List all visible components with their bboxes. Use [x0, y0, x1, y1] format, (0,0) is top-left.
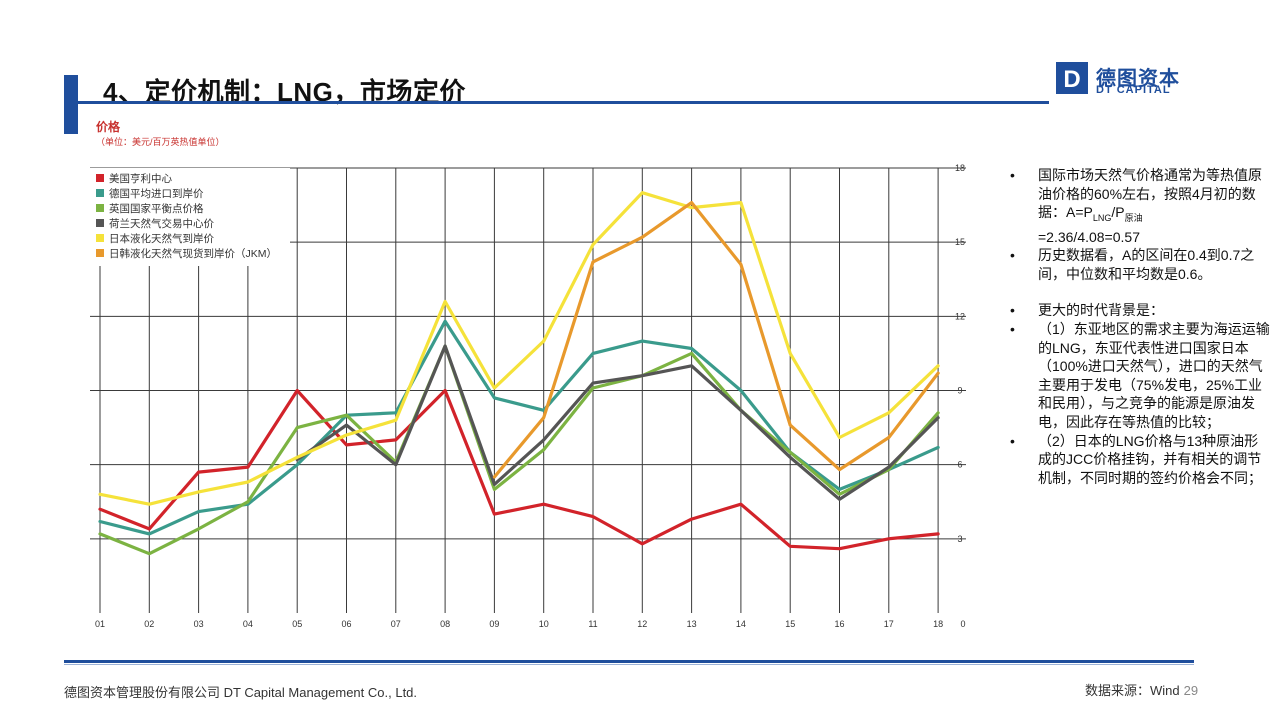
legend-background [90, 168, 290, 266]
bullet-dot: • [1010, 320, 1015, 337]
x-tick-label: 01 [95, 619, 105, 629]
bullet-text: （2）日本的LNG价格与13种原油形成的JCC价格挂钩，并有相关的调节机制，不同… [1038, 432, 1262, 486]
logo-english-name: DT CAPITAL [1096, 84, 1171, 96]
footer-rule [64, 660, 1194, 663]
x-tick-label: 02 [144, 619, 154, 629]
footer-source: 数据来源：Wind 29 [1085, 680, 1198, 699]
x-tick-label: 16 [834, 619, 844, 629]
legend-label: 英国国家平衡点价格 [109, 202, 204, 215]
y-tick-label: 6 [957, 460, 962, 470]
lng-price-line-chart: 3 6 9 12 15 18 01 02 03 04 05 06 07 08 09 10 11 12 13 14 15 1… [90, 163, 966, 629]
x-tick-label: 12 [637, 619, 647, 629]
bullet-item: • （2）日本的LNG价格与13种原油形成的JCC价格挂钩，并有相关的调节机制，… [1010, 432, 1272, 488]
series-line [98, 191, 940, 506]
y-tick-label: 18 [955, 163, 965, 173]
x-tick-label: 10 [539, 619, 549, 629]
legend-swatch [96, 189, 104, 197]
x-tick-label: 11 [588, 619, 597, 629]
company-logo: D 德图资本 DT CAPITAL [1056, 60, 1216, 100]
series-line [98, 319, 940, 536]
y-zero-label: 0 [960, 619, 965, 629]
bullet-item: • 国际市场天然气价格通常为等热值原油价格的60%左右，按照4月初的数据：A=P… [1010, 166, 1272, 246]
legend-label: 日本液化天然气到岸价 [109, 232, 214, 245]
x-tick-label: 08 [440, 619, 450, 629]
x-tick-label: 04 [243, 619, 253, 629]
footer-company: 德图资本管理股份有限公司 DT Capital Management Co., … [64, 685, 418, 700]
legend-swatch [96, 204, 104, 212]
x-tick-label: 03 [194, 619, 204, 629]
legend-label: 德国平均进口到岸价 [109, 187, 204, 200]
bullet-list: • 国际市场天然气价格通常为等热值原油价格的60%左右，按照4月初的数据：A=P… [1010, 166, 1272, 487]
series-line [295, 344, 940, 501]
x-tick-label: 09 [489, 619, 499, 629]
x-tick-label: 14 [736, 619, 746, 629]
legend-swatch [96, 234, 104, 242]
legend-swatch [96, 174, 104, 182]
logo-chinese-name: 德图资本 [1096, 68, 1180, 90]
y-tick-label: 15 [955, 237, 965, 247]
y-tick-label: 12 [955, 311, 965, 321]
bullet-item: • 更大的时代背景是： [1010, 301, 1272, 320]
legend-label: 荷兰天然气交易中心价 [109, 217, 214, 230]
bullet-item: • 历史数据看，A的区间在0.4到0.7之间，中位数和平均数是0.6。 [1010, 246, 1272, 283]
bullet-dot: • [1010, 302, 1015, 319]
series-line [98, 344, 940, 556]
y-tick-label: 3 [957, 534, 962, 544]
page-number: 29 [1183, 683, 1199, 698]
x-tick-label: 15 [785, 619, 795, 629]
chart-unit-label: （单位：美元/百万英热值单位） [96, 137, 225, 147]
bullet-dot: • [1010, 247, 1015, 264]
series-line [492, 201, 940, 479]
series-line [98, 388, 940, 551]
x-tick-label: 13 [687, 619, 697, 629]
legend-swatch [96, 219, 104, 227]
bullet-dot: • [1010, 167, 1015, 183]
x-tick-label: 05 [292, 619, 302, 629]
bullet-dot: • [1010, 432, 1015, 449]
bullet-item: • （1）东亚地区的需求主要为海运运输的LNG，东亚代表性进口国家日本（100%… [1010, 320, 1272, 432]
bullet-text: 更大的时代背景是： [1038, 302, 1164, 319]
legend-label: 美国亨利中心 [109, 172, 172, 185]
svg-text:D: D [1063, 66, 1080, 93]
y-tick-label: 9 [957, 386, 962, 396]
chart-price-label: 价格 [96, 120, 121, 134]
title-accent-bar [64, 75, 78, 134]
x-tick-label: 06 [341, 619, 351, 629]
bullet-text-ratio: 国际市场天然气价格通常为等热值原油价格的60%左右，按照4月初的数据：A=PLN… [1038, 167, 1262, 245]
x-tick-label: 18 [933, 619, 943, 629]
x-tick-label: 07 [391, 619, 401, 629]
footer-rule-thin [64, 664, 1194, 665]
legend-label: 日韩液化天然气现货到岸价（JKM） [109, 247, 277, 260]
logo-d-icon: D [1056, 62, 1088, 94]
legend-swatch [96, 249, 104, 257]
bullet-text: （1）东亚地区的需求主要为海运运输的LNG，东亚代表性进口国家日本（100%进口… [1038, 320, 1270, 430]
x-tick-label: 17 [884, 619, 894, 629]
data-source: 数据来源：Wind [1085, 683, 1180, 698]
bullet-text: 历史数据看，A的区间在0.4到0.7之间，中位数和平均数是0.6。 [1038, 247, 1255, 282]
title-underline [64, 101, 1049, 104]
